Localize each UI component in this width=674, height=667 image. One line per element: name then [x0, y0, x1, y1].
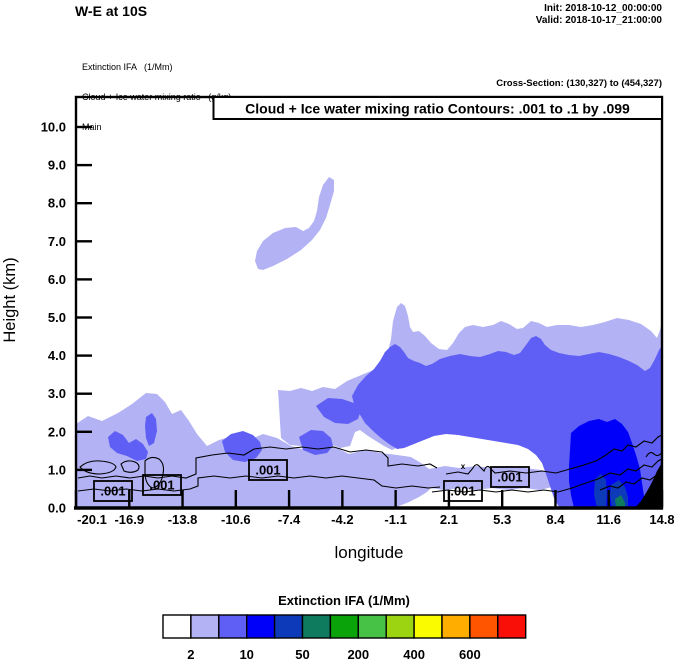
colorbar-cell-orange_red	[469, 614, 499, 639]
y-tick-label: 5.0	[48, 310, 66, 325]
contour-label: .001	[100, 484, 125, 499]
contour-label-box	[490, 466, 530, 488]
colorbar-tick-label: 10	[239, 647, 253, 662]
colorbar-tick-label: 200	[347, 647, 369, 662]
y-tick-label: 10.0	[41, 120, 66, 135]
contour-label-box	[248, 459, 288, 481]
y-tick-label: 2.0	[48, 424, 66, 439]
x-tick-label: -10.6	[221, 512, 251, 527]
y-tick-label: 8.0	[48, 196, 66, 211]
colorbar-cell-white	[162, 614, 192, 639]
contour-label: .001	[255, 463, 280, 478]
y-tick-label: 4.0	[48, 348, 66, 363]
contour-label: .001	[497, 470, 522, 485]
x-tick-label: 11.6	[596, 512, 621, 527]
colorbar-tick-label: 2	[187, 647, 194, 662]
shaded-regions-layer	[76, 177, 662, 508]
contour-line-7	[599, 471, 662, 491]
x-tick-label: 8.4	[546, 512, 565, 527]
fill-region-right-core-200-400-a	[594, 474, 607, 508]
fill-region-right-core-50-200	[569, 419, 645, 508]
cross-section-label: Cross-Section: (130,327) to (454,327)	[496, 78, 662, 89]
contour-label-box	[142, 474, 182, 496]
fill-region-right-core-400-600	[615, 495, 625, 508]
colorbar-cell-lavender	[190, 614, 220, 639]
colorbar: 2 10 50 200 400 600	[162, 614, 527, 662]
x-tick-label: -4.2	[331, 512, 353, 527]
contour-line-5	[445, 434, 662, 475]
y-tick-label: 1.0	[48, 462, 66, 477]
axes-layer: 0.01.02.03.04.05.06.07.08.09.010.0-20.1-…	[41, 120, 674, 528]
colorbar-cell-green	[329, 614, 359, 639]
contour-line-1	[120, 460, 140, 473]
contour-label-box	[93, 480, 133, 502]
x-tick-label: 5.3	[493, 512, 511, 527]
colorbar-cell-navy	[273, 614, 304, 639]
x-tick-label: -13.8	[168, 512, 198, 527]
x-tick-label: -1.1	[384, 512, 406, 527]
fill-region-isolated-plume-2-10	[255, 177, 334, 270]
colorbar-tick-label: 600	[459, 647, 481, 662]
y-tick-label: 3.0	[48, 386, 66, 401]
y-axis-title: Height (km)	[1, 257, 19, 342]
colorbar-cell-light_green	[357, 614, 387, 639]
colorbar-title: Extinction IFA (1/Mm)	[278, 593, 410, 608]
plot-title-box	[212, 96, 663, 120]
colorbar-cell-yellow_green	[385, 614, 415, 639]
fill-region-terrain	[635, 462, 662, 508]
colorbar-tick-label: 400	[403, 647, 425, 662]
x-tick-label: 14.8	[649, 512, 674, 527]
colorbar-cell-medium_blue	[218, 614, 248, 639]
contour-label-box	[443, 480, 483, 502]
contour-line-2	[144, 456, 165, 489]
fill-region-low-patch-10-50-a	[108, 431, 148, 461]
colorbar-cell-teal	[301, 614, 332, 639]
valid-timestamp: Valid: 2018-10-17_21:00:00	[535, 15, 662, 26]
colorbar-tick-label: 50	[295, 647, 309, 662]
page-title: W-E at 10S	[75, 3, 148, 19]
x-tick-label: -16.9	[114, 512, 144, 527]
colorbar-cell-yellow	[413, 614, 443, 639]
fill-region-low-patch-10-50-c	[222, 431, 262, 462]
colorbar-cell-blue	[245, 614, 276, 639]
extremum-marker: x	[461, 462, 466, 471]
legend-line-shaded-field: Extinction IFA (1/Mm)	[82, 62, 173, 72]
fill-region-low-patch-10-50-d	[316, 398, 361, 424]
contour-line-4	[77, 475, 441, 492]
plot-title: Cloud + Ice water mixing ratio Contours:…	[245, 101, 630, 117]
y-tick-label: 7.0	[48, 234, 66, 249]
y-tick-label: 6.0	[48, 272, 66, 287]
contour-line-8	[645, 451, 662, 458]
contour-label: .001	[149, 478, 174, 493]
contour-line-3	[77, 446, 438, 479]
contour-lines-layer	[77, 434, 662, 493]
fill-region-low-patch-10-50-e	[299, 430, 333, 455]
contour-labels-layer: .001 .001 .001 .001 .001 x	[93, 459, 530, 502]
init-timestamp: Init: 2018-10-12_00:00:00	[544, 3, 662, 14]
colorbar-cell-orange	[441, 614, 471, 639]
contour-line-0	[79, 460, 117, 475]
y-tick-label: 0.0	[48, 501, 66, 516]
colorbar-cell-red	[497, 614, 527, 639]
y-tick-label: 9.0	[48, 158, 66, 173]
x-axis-title: longitude	[334, 543, 403, 562]
contour-label: .001	[450, 484, 475, 499]
fill-region-low-patch-10-50-b	[145, 413, 157, 446]
x-tick-label: -20.1	[77, 512, 107, 527]
x-tick-label: -7.4	[278, 512, 301, 527]
x-tick-label: 2.1	[440, 512, 458, 527]
